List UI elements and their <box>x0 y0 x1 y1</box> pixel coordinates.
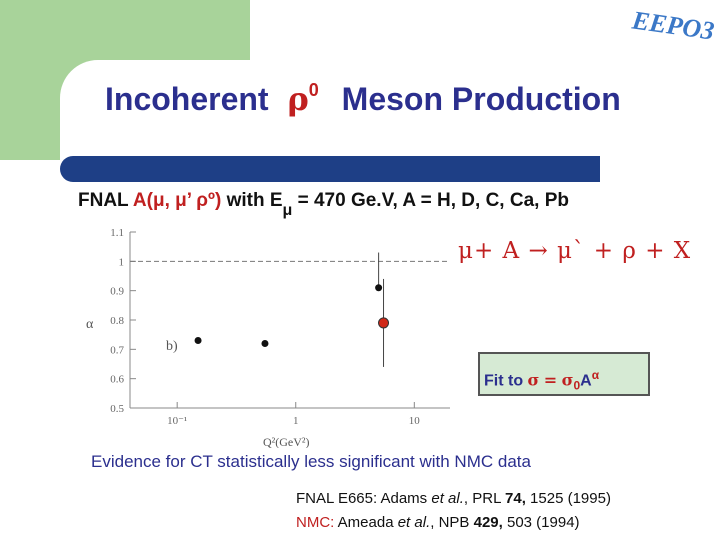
experiment-line: FNAL A(μ, μ’ ρº) with Eμ = 470 Ge.V, A =… <box>78 190 569 219</box>
x-tick-label: 1 <box>293 415 299 427</box>
x-axis-label: Q²(GeV²) <box>263 435 310 448</box>
title-suffix: Meson Production <box>341 81 621 117</box>
ref1-journal: , PRL <box>463 490 506 507</box>
alpha-vs-q2-chart: α Q²(GeV²) b) 0.5 0.6 0.7 0.8 0.9 1 1.1 10⁻¹ 1 10 <box>86 227 450 448</box>
panel-label: b) <box>166 339 178 354</box>
ref2-journal: , NPB <box>430 514 474 531</box>
reaction-equation: μ+ A → μ` + ρ + X <box>458 238 692 264</box>
fnal-with: with E <box>226 190 283 211</box>
title-rho: ρ <box>287 80 309 118</box>
y-tick-label: 0.6 <box>110 374 124 386</box>
y-tick-label: 1.1 <box>110 227 124 239</box>
ref1-vol: 74, <box>505 490 526 507</box>
fit-box: Fit to σ = σ0Aα <box>478 352 650 396</box>
logo-text: EEPO3 <box>629 5 716 45</box>
y-tick-label: 0.9 <box>110 286 124 298</box>
data-point-nmc <box>378 317 390 329</box>
ref2-lab: NMC: <box>296 514 335 531</box>
data-point <box>194 337 202 345</box>
fnal-e-sub: μ <box>282 201 293 219</box>
y-tick-label: 0.7 <box>110 344 124 356</box>
fit-sub0: 0 <box>573 378 581 393</box>
ref2-vol: 429, <box>473 514 503 531</box>
fnal-label: FNAL <box>78 190 129 211</box>
reference-nmc: NMC: Ameada et al., NPB 429, 503 (1994) <box>296 514 580 531</box>
fnal-energy: = 470 Ge.V, <box>297 190 398 211</box>
eep03-logo: EEPO3 <box>629 5 716 45</box>
x-tick-label: 10⁻¹ <box>167 415 187 427</box>
fit-formula: Fit to σ = σ0Aα <box>484 368 599 393</box>
fnal-nuclei: A = H, D, C, Ca, Pb <box>402 190 569 211</box>
fit-sigma: σ <box>527 370 540 390</box>
fit-sigma0: σ <box>561 370 574 390</box>
y-axis-label: α <box>86 317 94 332</box>
ref1-lab: FNAL E665: Adams <box>296 490 432 507</box>
x-tick-label: 10 <box>409 415 421 427</box>
slide-title: Incoherent ρ0 Meson Production <box>105 80 621 118</box>
ref1-etal: et al. <box>431 490 464 507</box>
fit-equals: = <box>543 370 558 390</box>
ref2-etal: et al. <box>397 514 431 531</box>
fnal-reaction: A(μ, μ’ ρº) <box>132 190 222 211</box>
title-prefix: Incoherent <box>105 81 269 117</box>
data-point <box>375 284 383 292</box>
data-point <box>261 339 269 347</box>
y-tick-label: 1 <box>119 256 125 268</box>
ref2-author: Ameada <box>334 514 398 531</box>
fit-alpha: α <box>591 368 600 382</box>
evidence-statement: Evidence for CT statistically less signi… <box>91 452 531 471</box>
title-superscript: 0 <box>308 80 319 100</box>
reference-fnal: FNAL E665: Adams et al., PRL 74, 1525 (1… <box>296 490 611 507</box>
ref2-rest: 503 (1994) <box>502 514 580 531</box>
ref1-rest: 1525 (1995) <box>525 490 611 507</box>
corner-decoration-inner <box>60 60 320 170</box>
fit-A: A <box>580 372 592 390</box>
fit-prefix: Fit to <box>484 372 524 390</box>
header-bar <box>60 156 600 182</box>
y-tick-label: 0.5 <box>110 403 124 415</box>
y-tick-label: 0.8 <box>110 315 124 327</box>
